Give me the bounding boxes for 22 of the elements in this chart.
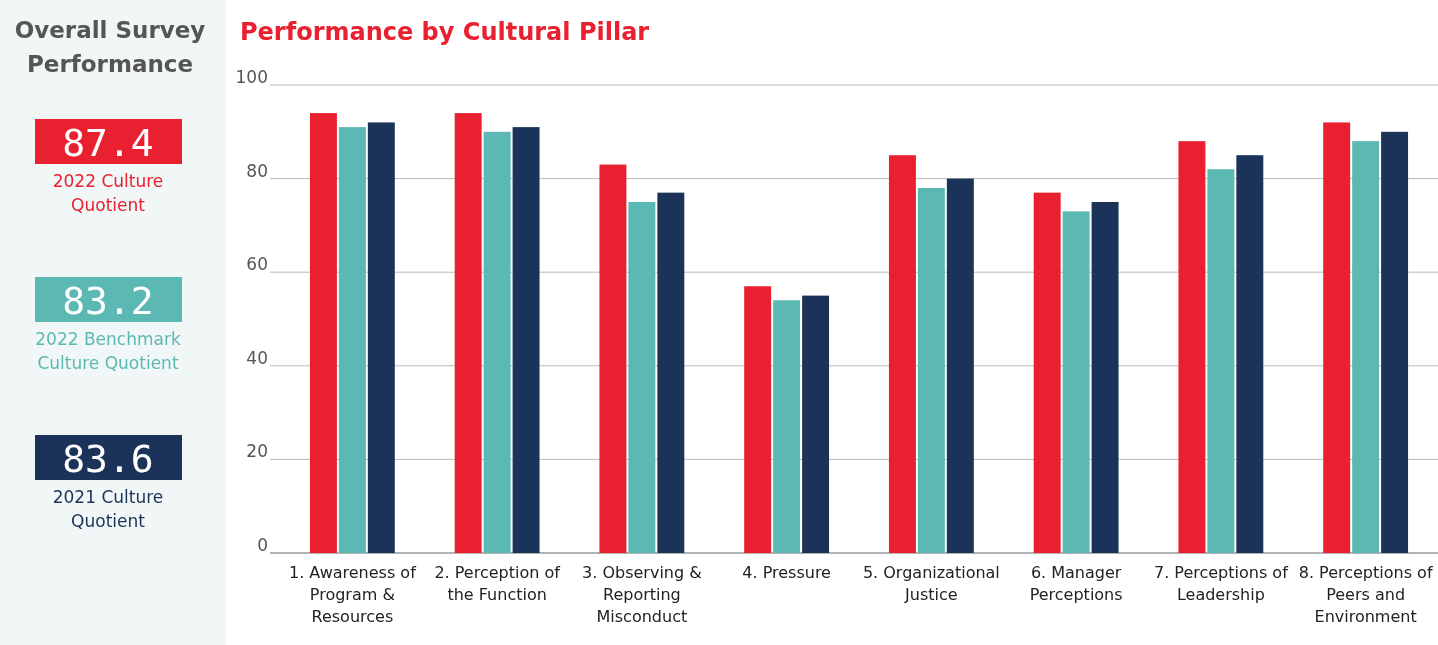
- text: 87.4: [62, 121, 154, 165]
- y-tick-label: 20: [246, 441, 268, 462]
- text: 2022 Benchmark Culture Quotient: [35, 329, 181, 373]
- text: 2022 Culture Quotient: [52, 171, 164, 215]
- x-tick-label: 4. Pressure: [742, 563, 831, 582]
- x-tick-label: 3. Observing & Reporting Misconduct: [582, 563, 702, 626]
- text: 83.6: [62, 437, 154, 481]
- x-tick-label: 6. Manager Perceptions: [1029, 563, 1123, 604]
- y-tick-label: 60: [246, 254, 268, 275]
- y-tick-label: 40: [246, 347, 268, 368]
- text: 83.2: [62, 279, 154, 323]
- x-tick-label: 7. Perceptions of Leadership: [1153, 563, 1289, 604]
- y-tick-label: 100: [235, 67, 268, 87]
- text: Overall Survey Performance: [14, 17, 206, 77]
- x-tick-label: 1. Awareness of Program & Resources: [288, 563, 417, 626]
- x-tick-label: 8. Perceptions of Peers and Environment: [1298, 563, 1433, 626]
- y-tick-label: 80: [246, 160, 268, 181]
- text: 2021 Culture Quotient: [52, 487, 164, 531]
- x-tick-label: 2. Perception of the Function: [434, 563, 561, 604]
- y-tick-label: 0: [257, 535, 268, 555]
- chart-title: Performance by Cultural Pillar: [240, 18, 650, 46]
- x-tick-label: 5. Organizational Justice: [862, 563, 1000, 604]
